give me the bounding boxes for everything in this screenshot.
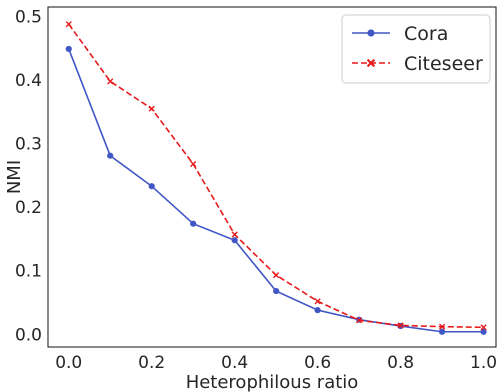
- legend: Cora Citeseer: [341, 14, 491, 84]
- data-point-cora: [314, 307, 321, 314]
- series-citeseer: [65, 21, 487, 331]
- y-tick-label: 0.3: [15, 135, 42, 155]
- y-tick-label: 0.5: [15, 8, 42, 28]
- data-point-cora: [480, 328, 487, 335]
- y-tick-label: 0.1: [15, 262, 42, 282]
- data-point-cora: [438, 328, 446, 335]
- data-point-citeseer: [356, 317, 363, 324]
- x-tick-label: 0.6: [304, 353, 331, 373]
- x-tick-label: 0.0: [55, 353, 82, 373]
- series-cora: [65, 45, 487, 335]
- data-point-citeseer: [480, 324, 487, 331]
- y-axis-label: NMI: [4, 160, 25, 194]
- x-tick-label: 0.8: [387, 353, 414, 373]
- data-point-cora: [65, 45, 72, 53]
- data-point-citeseer: [65, 21, 72, 28]
- data-point-citeseer: [107, 78, 114, 85]
- data-point-cora: [190, 220, 197, 227]
- y-axis-ticks: 0.0 0.1 0.2 0.3 0.4 0.5: [15, 8, 42, 346]
- x-axis-ticks: 0.0 0.2 0.4 0.6 0.8 1.0: [55, 353, 497, 373]
- data-point-citeseer: [397, 322, 404, 329]
- data-point-citeseer: [148, 105, 155, 112]
- data-point-cora: [273, 287, 280, 295]
- data-point-citeseer: [231, 231, 238, 238]
- legend-marker-cora: [367, 29, 375, 37]
- data-point-citeseer: [190, 160, 197, 168]
- legend-label-citeseer: Citeseer: [404, 53, 483, 75]
- series-layer: [65, 21, 487, 335]
- data-point-citeseer: [438, 323, 446, 330]
- y-tick-label: 0.2: [15, 198, 42, 218]
- x-tick-label: 1.0: [470, 353, 497, 373]
- plot-frame: [47, 6, 497, 348]
- x-tick-label: 0.4: [221, 353, 248, 373]
- legend-label-cora: Cora: [404, 23, 448, 45]
- x-tick-label: 0.2: [138, 353, 165, 373]
- y-tick-label: 0.4: [15, 71, 42, 91]
- data-point-cora: [107, 152, 114, 159]
- legend-marker-citeseer: [366, 58, 376, 68]
- data-point-citeseer: [273, 272, 280, 279]
- data-point-citeseer: [314, 298, 321, 305]
- legend-box: [341, 14, 491, 84]
- data-point-cora: [148, 183, 155, 190]
- x-axis-label: Heterophilous ratio: [186, 372, 359, 392]
- data-point-cora: [231, 237, 238, 244]
- y-tick-label: 0.0: [15, 325, 42, 345]
